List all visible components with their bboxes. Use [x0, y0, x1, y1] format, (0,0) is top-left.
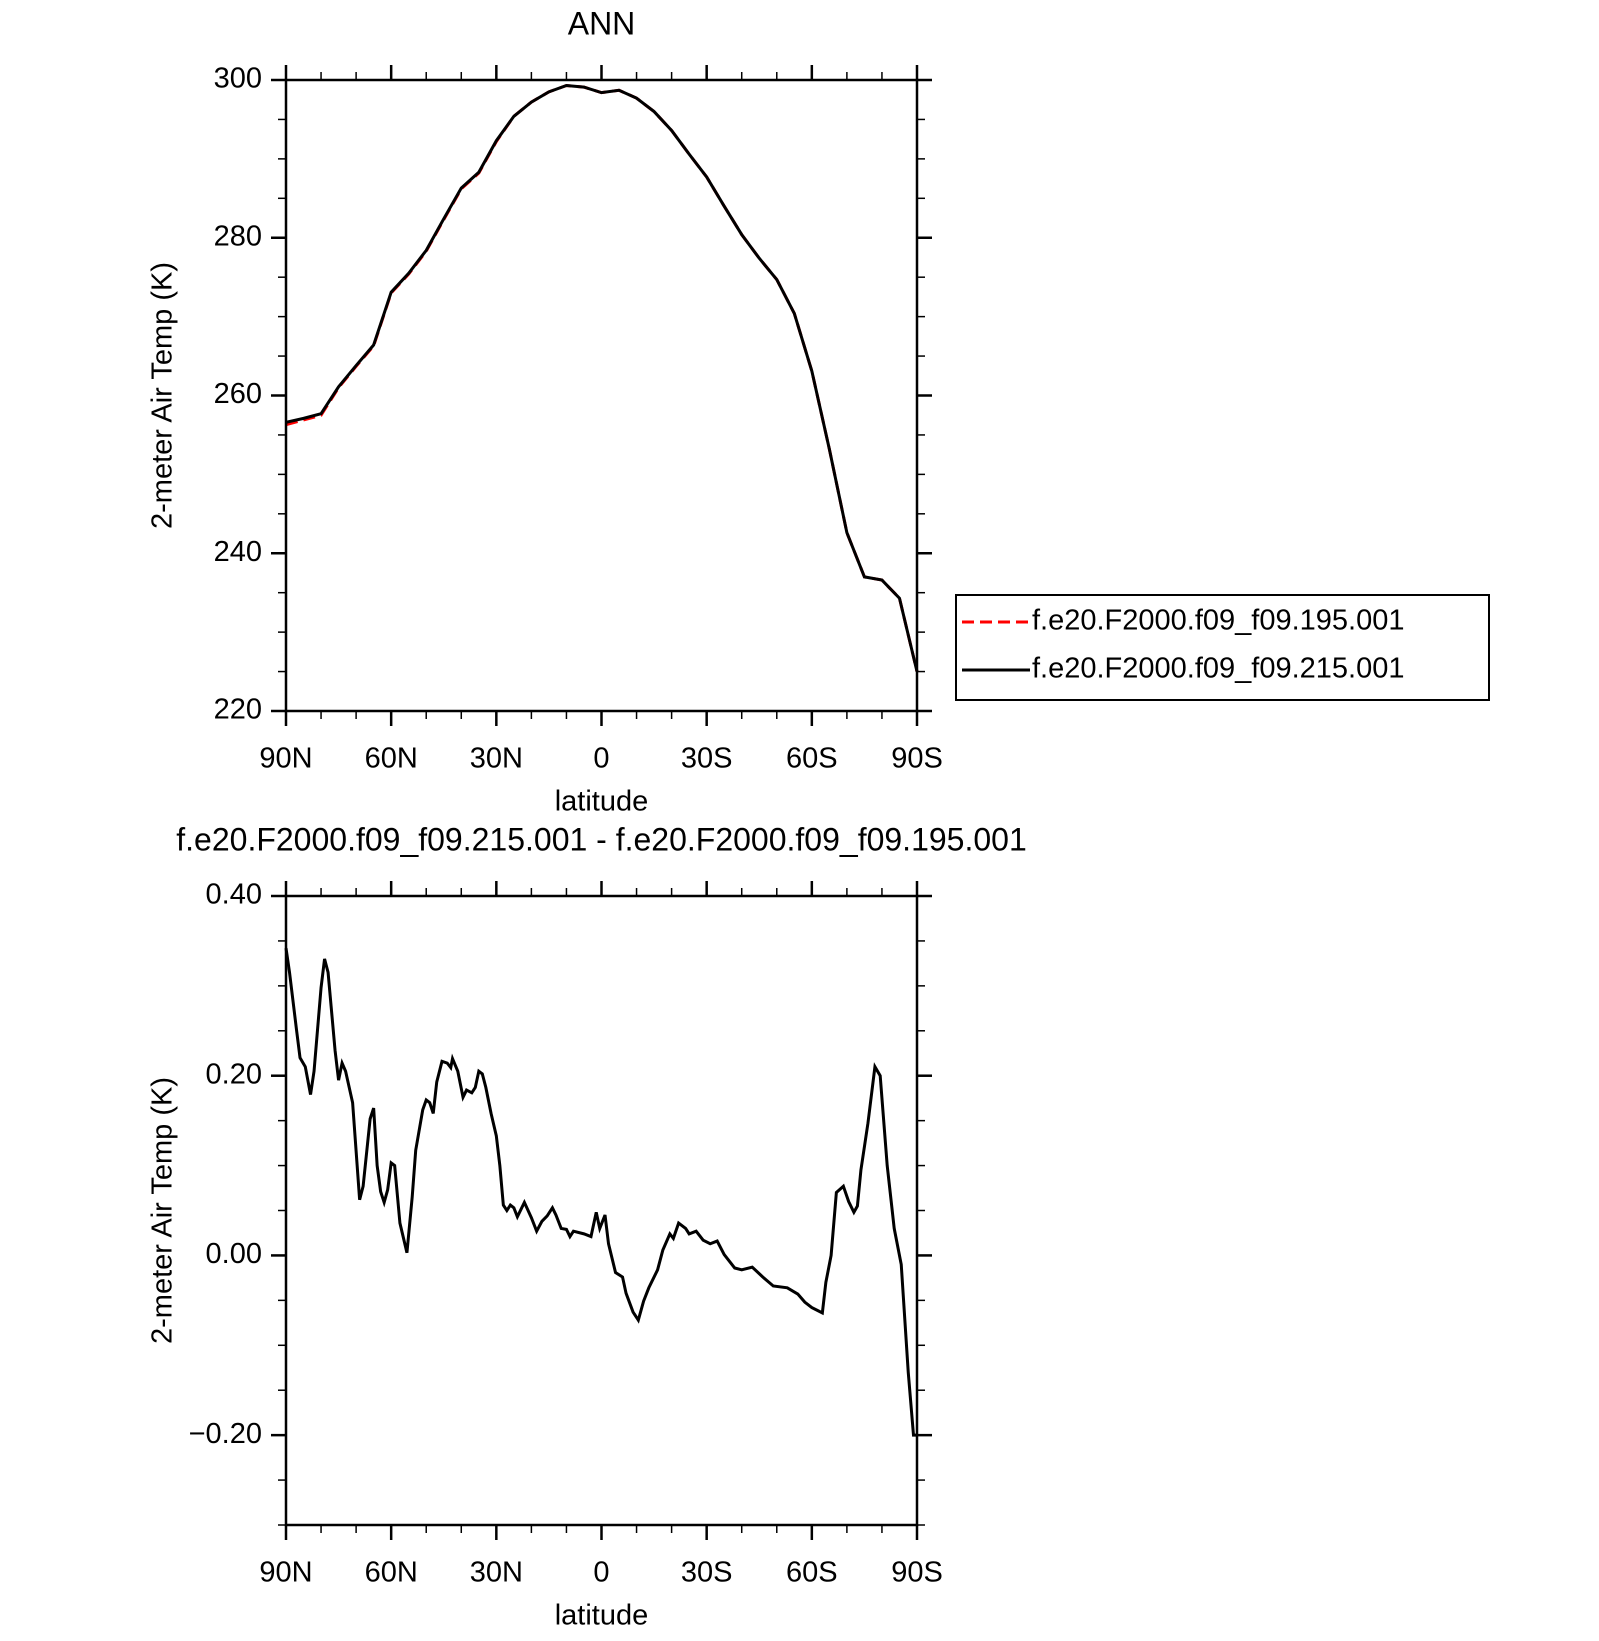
y-axis-title: 2-meter Air Temp (K) — [147, 262, 179, 529]
y-tick-label: 0.00 — [206, 1238, 262, 1270]
legend-label: f.e20.F2000.f09_f09.195.001 — [1032, 605, 1404, 637]
x-tick-label: 60N — [365, 1557, 418, 1589]
x-tick-label: 0 — [593, 1557, 609, 1589]
x-axis-title: latitude — [555, 786, 649, 818]
y-tick-label: 280 — [214, 220, 262, 252]
x-tick-label: 90S — [891, 743, 943, 775]
x-tick-label: 90S — [891, 1557, 943, 1589]
x-tick-label: 30N — [470, 743, 523, 775]
x-tick-label: 0 — [593, 743, 609, 775]
chart-title: ANN — [568, 5, 636, 41]
x-tick-label: 60S — [786, 743, 838, 775]
legend-box — [955, 594, 1490, 701]
y-tick-label: 220 — [214, 694, 262, 726]
y-tick-label: 0.40 — [206, 879, 262, 911]
x-tick-label: 60N — [365, 743, 418, 775]
chart-title: f.e20.F2000.f09_f09.215.001 - f.e20.F200… — [176, 821, 1026, 857]
x-tick-label: 90N — [259, 743, 312, 775]
data-line — [285, 83, 919, 672]
y-tick-label: 0.20 — [206, 1058, 262, 1090]
plot-frame — [284, 894, 919, 1527]
y-tick-label: 260 — [214, 378, 262, 410]
x-tick-label: 30N — [470, 1557, 523, 1589]
x-tick-label: 60S — [786, 1557, 838, 1589]
y-tick-label: 300 — [214, 63, 262, 95]
x-axis-title: latitude — [555, 1600, 649, 1632]
y-axis-title: 2-meter Air Temp (K) — [147, 1077, 179, 1344]
data-line — [284, 947, 917, 1437]
legend-label: f.e20.F2000.f09_f09.215.001 — [1032, 653, 1404, 685]
x-tick-label: 90N — [259, 1557, 312, 1589]
data-line — [285, 83, 919, 672]
y-tick-label: 240 — [214, 536, 262, 568]
x-tick-label: 30S — [681, 1557, 733, 1589]
x-tick-label: 30S — [681, 743, 733, 775]
plot-frame — [284, 78, 919, 713]
y-tick-label: −0.20 — [189, 1418, 262, 1450]
